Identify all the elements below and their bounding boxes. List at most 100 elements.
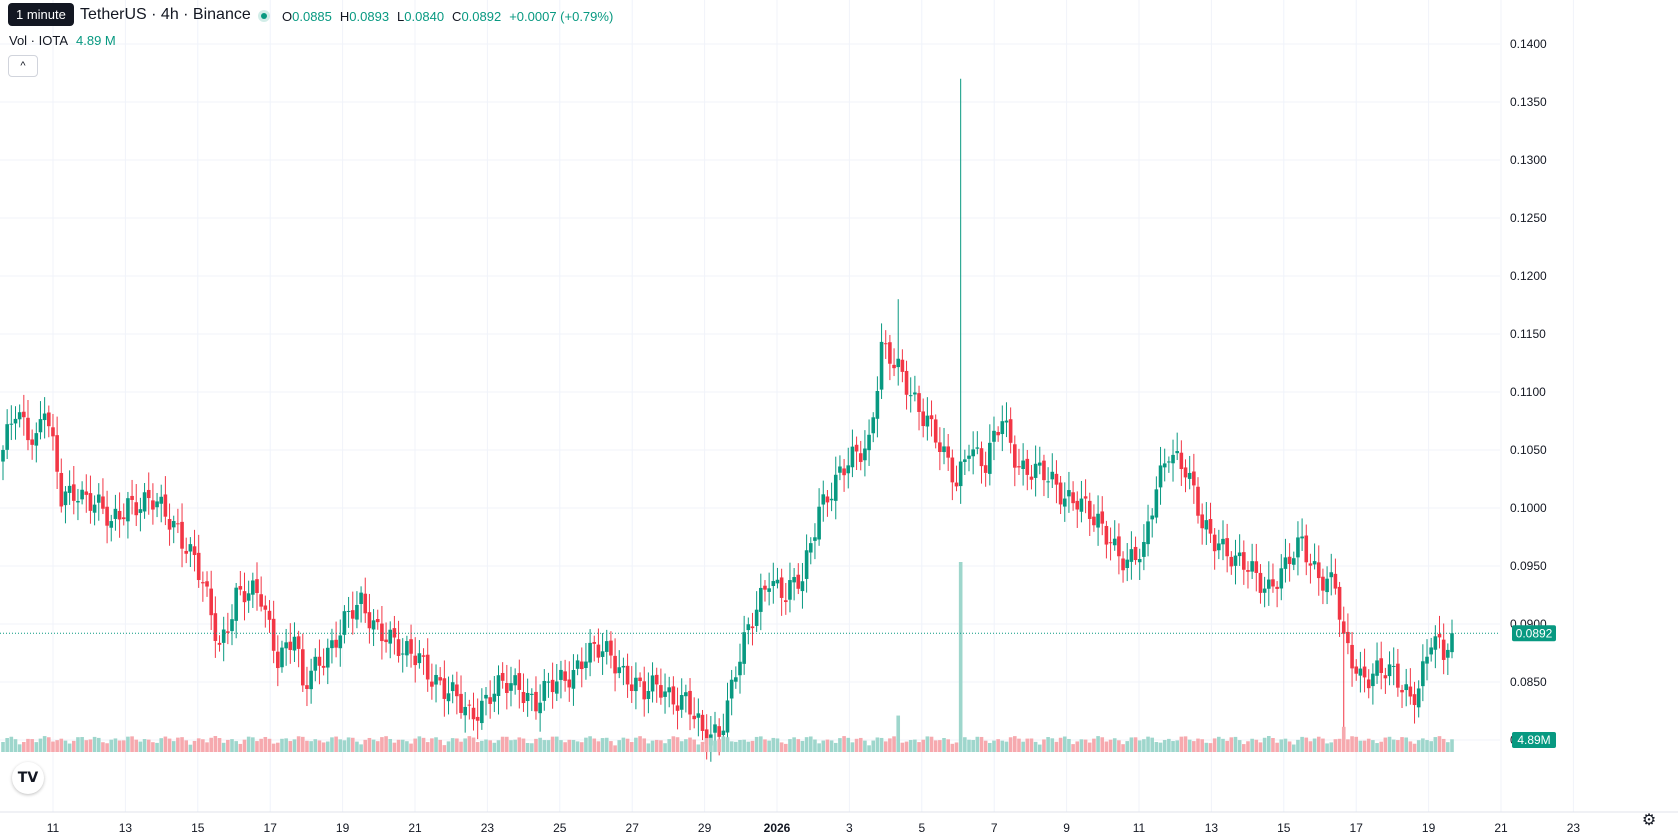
volume-bar xyxy=(1183,736,1188,752)
candle-body xyxy=(151,500,155,510)
candle-body xyxy=(180,521,184,549)
candle-body xyxy=(155,501,159,508)
volume-bar xyxy=(1079,739,1084,752)
candle-body xyxy=(1154,489,1159,518)
volume-bar xyxy=(571,739,576,752)
candle-body xyxy=(405,641,409,656)
candle-body xyxy=(430,681,434,687)
x-tick-label: 29 xyxy=(698,821,712,835)
volume-bar xyxy=(1446,742,1450,752)
volume-bar xyxy=(238,743,243,752)
volume-bar xyxy=(1329,742,1334,752)
volume-bar xyxy=(1300,736,1304,752)
candle-body xyxy=(346,610,351,612)
volume-bar xyxy=(1221,738,1225,752)
volume-bar xyxy=(1254,739,1259,752)
candle-body xyxy=(1067,490,1071,497)
candle-body xyxy=(1175,451,1179,454)
volume-bar xyxy=(1258,742,1263,752)
candle-body xyxy=(1400,689,1404,693)
candle-body xyxy=(500,672,505,681)
candle-body xyxy=(126,498,130,522)
volume-bar xyxy=(1441,738,1446,752)
volume-bar xyxy=(488,740,492,752)
volume-bar xyxy=(1246,741,1250,752)
candle-body xyxy=(1058,482,1063,505)
volume-bar xyxy=(209,737,213,752)
candle-body xyxy=(475,716,480,721)
candle-body xyxy=(1321,576,1325,591)
volume-bar xyxy=(317,740,322,752)
volume-bar xyxy=(213,736,218,752)
candle-body xyxy=(1208,519,1213,534)
x-tick-label: 27 xyxy=(626,821,640,835)
candle-body xyxy=(159,496,164,504)
x-tick-label: 11 xyxy=(47,821,60,835)
volume-bar xyxy=(567,739,572,752)
candle-body xyxy=(1316,562,1321,579)
candle-body xyxy=(88,493,93,511)
volume-bar xyxy=(629,742,634,752)
volume-bar xyxy=(442,745,447,752)
candle-body xyxy=(546,681,551,683)
candle-body xyxy=(634,677,638,692)
candle-body xyxy=(509,683,513,691)
volume-bar xyxy=(271,743,276,752)
volume-bar xyxy=(575,741,580,752)
volume-bar xyxy=(692,739,696,752)
volume-bar xyxy=(1100,737,1105,752)
candle-body xyxy=(1366,679,1371,689)
candle-body xyxy=(1337,586,1342,620)
volume-bar xyxy=(921,739,925,752)
candle-body xyxy=(596,644,601,658)
volume-bar xyxy=(1125,741,1130,752)
volume-bar xyxy=(613,745,617,752)
candle-body xyxy=(1187,472,1192,479)
volume-bar xyxy=(833,742,838,752)
volume-bar xyxy=(84,740,89,752)
volume-bar xyxy=(1154,742,1159,752)
volume-bar xyxy=(284,738,288,752)
candle-body xyxy=(221,629,226,643)
volume-bar xyxy=(1187,739,1192,752)
volume-bar xyxy=(779,742,784,752)
volume-bar xyxy=(159,738,164,752)
candle-body xyxy=(654,674,659,685)
candle-body xyxy=(942,446,946,453)
volume-bar xyxy=(1042,739,1046,752)
candle-body xyxy=(1271,579,1275,587)
candle-body xyxy=(226,631,230,633)
candle-body xyxy=(729,679,734,699)
tradingview-logo-icon[interactable]: TV xyxy=(12,762,44,794)
candle-body xyxy=(59,473,64,507)
volume-bar xyxy=(979,736,984,752)
volume-bar xyxy=(421,737,426,752)
candle-body xyxy=(734,677,738,682)
candle-body xyxy=(692,715,696,720)
volume-bar xyxy=(638,736,642,752)
volume-bar xyxy=(846,737,851,752)
collapse-legend-button[interactable]: ^ xyxy=(8,55,38,77)
candle-body xyxy=(638,677,642,682)
candle-body xyxy=(22,411,26,418)
volume-bar xyxy=(151,742,155,752)
volume-bar xyxy=(463,738,467,752)
volume-bar xyxy=(417,736,422,752)
x-tick-label: 19 xyxy=(336,821,350,835)
x-tick-label: 13 xyxy=(1205,821,1219,835)
candle-body xyxy=(771,581,776,587)
volume-bar xyxy=(525,743,530,752)
candle-body xyxy=(146,489,151,499)
gear-icon[interactable]: ⚙ xyxy=(1641,812,1657,829)
candle-body xyxy=(1083,496,1088,499)
volume-bar xyxy=(904,741,909,752)
candle-body xyxy=(1104,525,1109,545)
candle-body xyxy=(1350,644,1354,669)
candle-body xyxy=(954,482,959,487)
candle-body xyxy=(63,491,68,506)
candle-body xyxy=(392,628,397,638)
candle-body xyxy=(542,680,547,701)
symbol-title[interactable]: TetherUS · 4h · Binance xyxy=(80,6,251,23)
volume-bar xyxy=(1225,740,1229,752)
